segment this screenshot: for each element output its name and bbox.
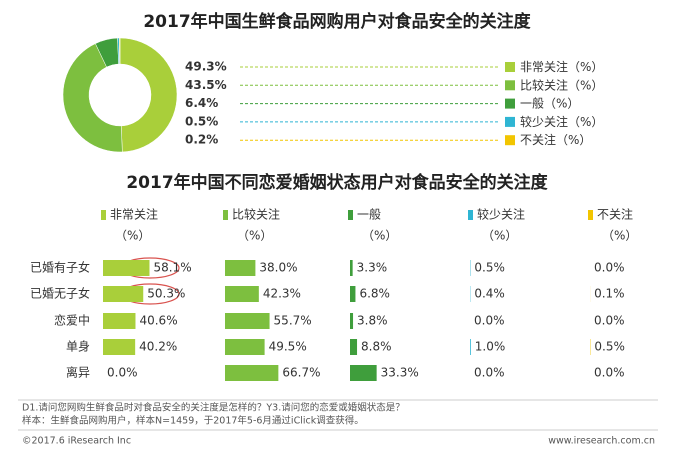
value-label: 0.1% xyxy=(594,287,625,301)
category-label: 已婚无子女 xyxy=(30,286,90,301)
legend-label: 非常关注 xyxy=(110,207,158,222)
legend-unit: （%） xyxy=(544,96,579,110)
bar xyxy=(350,260,353,276)
footnote: D1.请问您网购生鲜食品时对食品安全的关注度是怎样的？Y3.请问您的恋爱或婚姻状… xyxy=(22,402,405,414)
legend-name: 比较关注 xyxy=(520,77,568,92)
legend-label: 不关注 xyxy=(597,207,633,222)
legend-swatch xyxy=(505,116,515,127)
value-label: 0.0% xyxy=(594,366,625,380)
legend-label: 比较关注（%） xyxy=(520,77,603,92)
donut-slice xyxy=(119,37,121,65)
bar xyxy=(350,365,377,381)
legend-label: 较少关注 xyxy=(477,207,525,222)
value-label: 43.5% xyxy=(185,78,227,92)
legend-unit: （%） xyxy=(362,229,397,243)
legend-swatch xyxy=(223,210,228,220)
value-label: 3.3% xyxy=(357,261,388,275)
bar xyxy=(225,260,256,276)
category-label: 单身 xyxy=(66,339,90,354)
value-label: 0.5% xyxy=(185,114,218,128)
copyright: ©2017.6 iResearch Inc xyxy=(22,436,131,447)
legend-label: 较少关注（%） xyxy=(520,113,603,128)
chart-title: 2017年中国生鲜食品网购用户对食品安全的关注度 xyxy=(143,11,531,32)
bar xyxy=(225,339,265,355)
bar xyxy=(350,313,354,329)
bar xyxy=(225,286,259,302)
bar xyxy=(103,286,144,302)
value-label: 0.4% xyxy=(474,287,505,301)
value-label: 58.1% xyxy=(153,261,191,275)
legend-swatch xyxy=(505,80,515,91)
legend-name: 不关注 xyxy=(520,132,556,147)
value-label: 38.0% xyxy=(259,261,297,275)
value-label: 0.2% xyxy=(185,133,218,147)
bar xyxy=(103,339,136,355)
legend-name: 一般 xyxy=(520,95,544,110)
legend-unit: （%） xyxy=(556,133,591,147)
chart-title: 2017年中国不同恋爱婚姻状态用户对食品安全的关注度 xyxy=(126,172,548,193)
value-label: 6.4% xyxy=(185,96,218,110)
legend-unit: （%） xyxy=(568,60,603,74)
footnote: 样本：生鲜食品网购用户，样本N=1459，于2017年5-6月通过iClick调… xyxy=(22,415,364,427)
legend-label: 比较关注 xyxy=(232,207,280,222)
legend-unit: （%） xyxy=(237,229,272,243)
value-label: 49.3% xyxy=(185,60,227,74)
legend-swatch xyxy=(588,210,593,220)
donut-slice xyxy=(119,37,178,153)
legend-swatch xyxy=(101,210,106,220)
legend-name: 较少关注 xyxy=(520,113,568,128)
value-label: 42.3% xyxy=(263,287,301,301)
legend-unit: （%） xyxy=(568,78,603,92)
value-label: 0.0% xyxy=(594,261,625,275)
value-label: 0.0% xyxy=(474,314,505,328)
bar xyxy=(350,339,358,355)
legend-swatch xyxy=(505,135,515,146)
bar xyxy=(225,365,279,381)
legend-swatch xyxy=(505,62,515,72)
legend-label: 非常关注（%） xyxy=(520,59,603,74)
category-label: 恋爱中 xyxy=(54,313,90,328)
bar xyxy=(470,339,471,355)
value-label: 0.5% xyxy=(594,340,625,354)
legend-label: 一般（%） xyxy=(520,95,579,110)
value-label: 0.0% xyxy=(594,314,625,328)
legend-label: 一般 xyxy=(357,207,381,222)
legend-label: 不关注（%） xyxy=(520,132,591,147)
bar xyxy=(225,313,270,329)
value-label: 0.5% xyxy=(474,261,505,275)
bar xyxy=(350,286,356,302)
legend-swatch xyxy=(468,210,473,220)
value-label: 66.7% xyxy=(282,366,320,380)
value-label: 0.0% xyxy=(107,366,138,380)
value-label: 0.0% xyxy=(474,366,505,380)
category-label: 离异 xyxy=(66,365,90,380)
value-label: 40.6% xyxy=(139,314,177,328)
legend-unit: （%） xyxy=(115,229,150,243)
value-label: 8.8% xyxy=(361,340,392,354)
legend-name: 非常关注 xyxy=(520,59,568,74)
category-label: 已婚有子女 xyxy=(30,260,90,275)
legend-unit: （%） xyxy=(482,229,517,243)
value-label: 33.3% xyxy=(381,366,419,380)
legend-swatch xyxy=(348,210,353,220)
value-label: 55.7% xyxy=(274,314,312,328)
value-label: 50.3% xyxy=(147,287,185,301)
value-label: 3.8% xyxy=(357,314,388,328)
value-label: 49.5% xyxy=(269,340,307,354)
legend-swatch xyxy=(505,98,515,109)
legend-unit: （%） xyxy=(568,114,603,128)
value-label: 6.8% xyxy=(359,287,390,301)
website: www.iresearch.com.cn xyxy=(548,436,655,447)
value-label: 40.2% xyxy=(139,340,177,354)
bar xyxy=(103,313,136,329)
bar xyxy=(103,260,150,276)
value-label: 1.0% xyxy=(475,340,506,354)
donut-slice xyxy=(62,43,123,153)
legend-unit: （%） xyxy=(602,229,637,243)
